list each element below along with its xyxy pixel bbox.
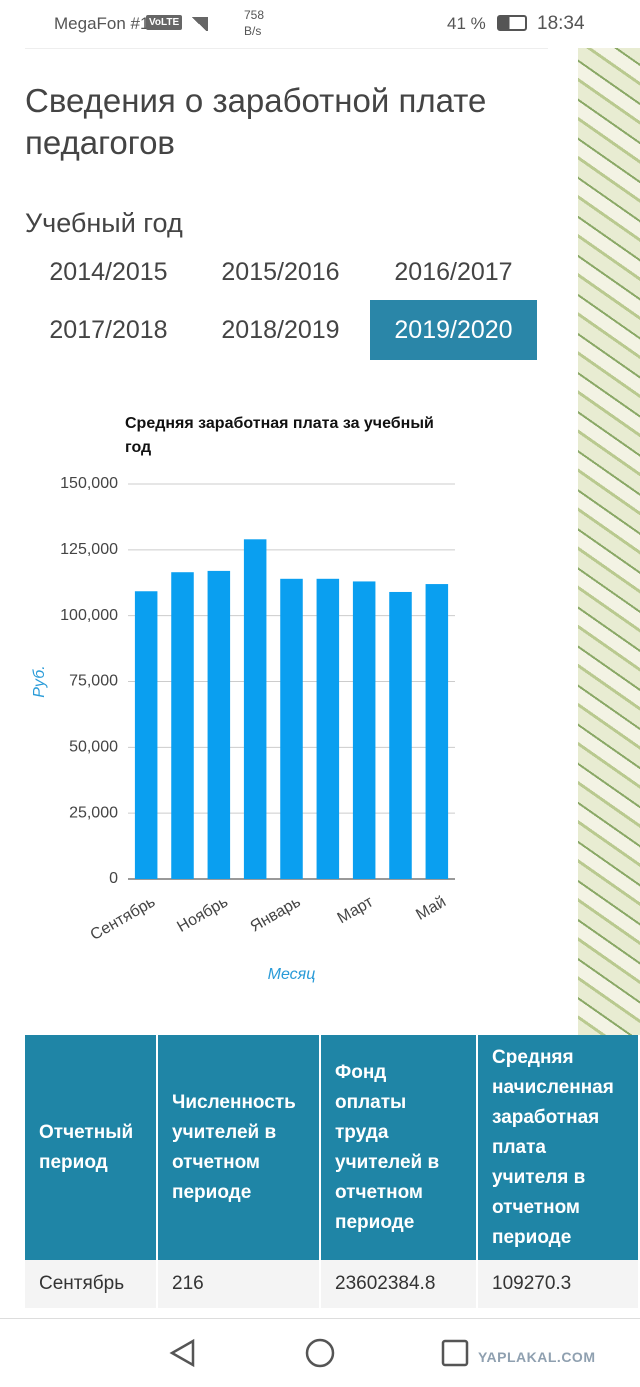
back-button[interactable] (169, 1338, 195, 1368)
chart-title: Средняя заработная плата за учебный год (125, 415, 434, 456)
bar (280, 578, 303, 879)
x-tick-label: Май (413, 893, 449, 923)
year-tab[interactable]: 2017/2018 (49, 316, 168, 344)
recents-button[interactable] (441, 1339, 469, 1367)
bar (316, 578, 340, 879)
x-tick-label: Ноябрь (174, 893, 231, 935)
chart: 0 25,000 50,000 75,000 100,000 125,000 150,000… (31, 475, 455, 983)
battery-icon (497, 15, 527, 31)
bar (389, 591, 412, 879)
bar (352, 581, 376, 879)
year-tab[interactable]: 2018/2019 (221, 316, 340, 344)
table-cell: 109270.3 (478, 1260, 640, 1308)
year-tab[interactable]: 2016/2017 (394, 258, 513, 286)
y-tick-label: 125,000 (60, 541, 118, 558)
y-tick-label: 75,000 (69, 673, 118, 690)
x-tick-label: Январь (248, 893, 304, 935)
table-cell: 216 (158, 1260, 321, 1308)
bar (207, 570, 231, 879)
table-header: Фонд оплаты труда учителей в отчетном пе… (321, 1035, 478, 1260)
x-tick-label: Сентябрь (88, 893, 159, 944)
page-title: Сведения о заработной плате педагогов (25, 82, 487, 161)
y-tick-label: 25,000 (69, 804, 118, 821)
y-axis-label: Руб. (31, 665, 48, 697)
decoration (578, 48, 640, 1036)
bar (134, 591, 158, 879)
time: 18:34 (537, 13, 585, 34)
year-tab-selected[interactable]: 2019/2020 (370, 300, 537, 360)
year-tab[interactable]: 2014/2015 (49, 258, 168, 286)
bar (171, 572, 194, 879)
y-tick-label: 100,000 (60, 607, 118, 624)
table-header: Средняя начисленная заработная плата учи… (478, 1035, 640, 1260)
y-tick-label: 50,000 (69, 739, 118, 756)
nav-bar (0, 1318, 640, 1387)
table-header: Отчетный период (25, 1035, 158, 1260)
signal-icon (190, 17, 208, 31)
table-cell: 23602384.8 (321, 1260, 478, 1308)
table-header: Численность учителей в отчетном периоде (158, 1035, 321, 1260)
y-tick-label: 150,000 (60, 475, 118, 492)
battery: 41 % (447, 14, 486, 33)
year-tab[interactable]: 2015/2016 (221, 258, 340, 286)
divider (25, 48, 548, 49)
y-tick-label: 0 (109, 870, 118, 887)
speed-unit: B/s (244, 24, 262, 38)
bar (425, 584, 449, 879)
speed: 758 (244, 8, 265, 22)
nav-icons (169, 1338, 469, 1368)
table-cell: Сентябрь (25, 1260, 158, 1308)
x-tick-label: Март (335, 893, 377, 927)
watermark: YAPLAKAL.COM (478, 1349, 596, 1365)
x-axis-label: Месяц (268, 966, 316, 983)
year-label: Учебный год (25, 208, 183, 238)
bar (243, 539, 267, 879)
network: VoLTE (146, 15, 183, 30)
carrier: MegaFon #1 (54, 14, 150, 33)
home-button[interactable] (305, 1338, 335, 1368)
